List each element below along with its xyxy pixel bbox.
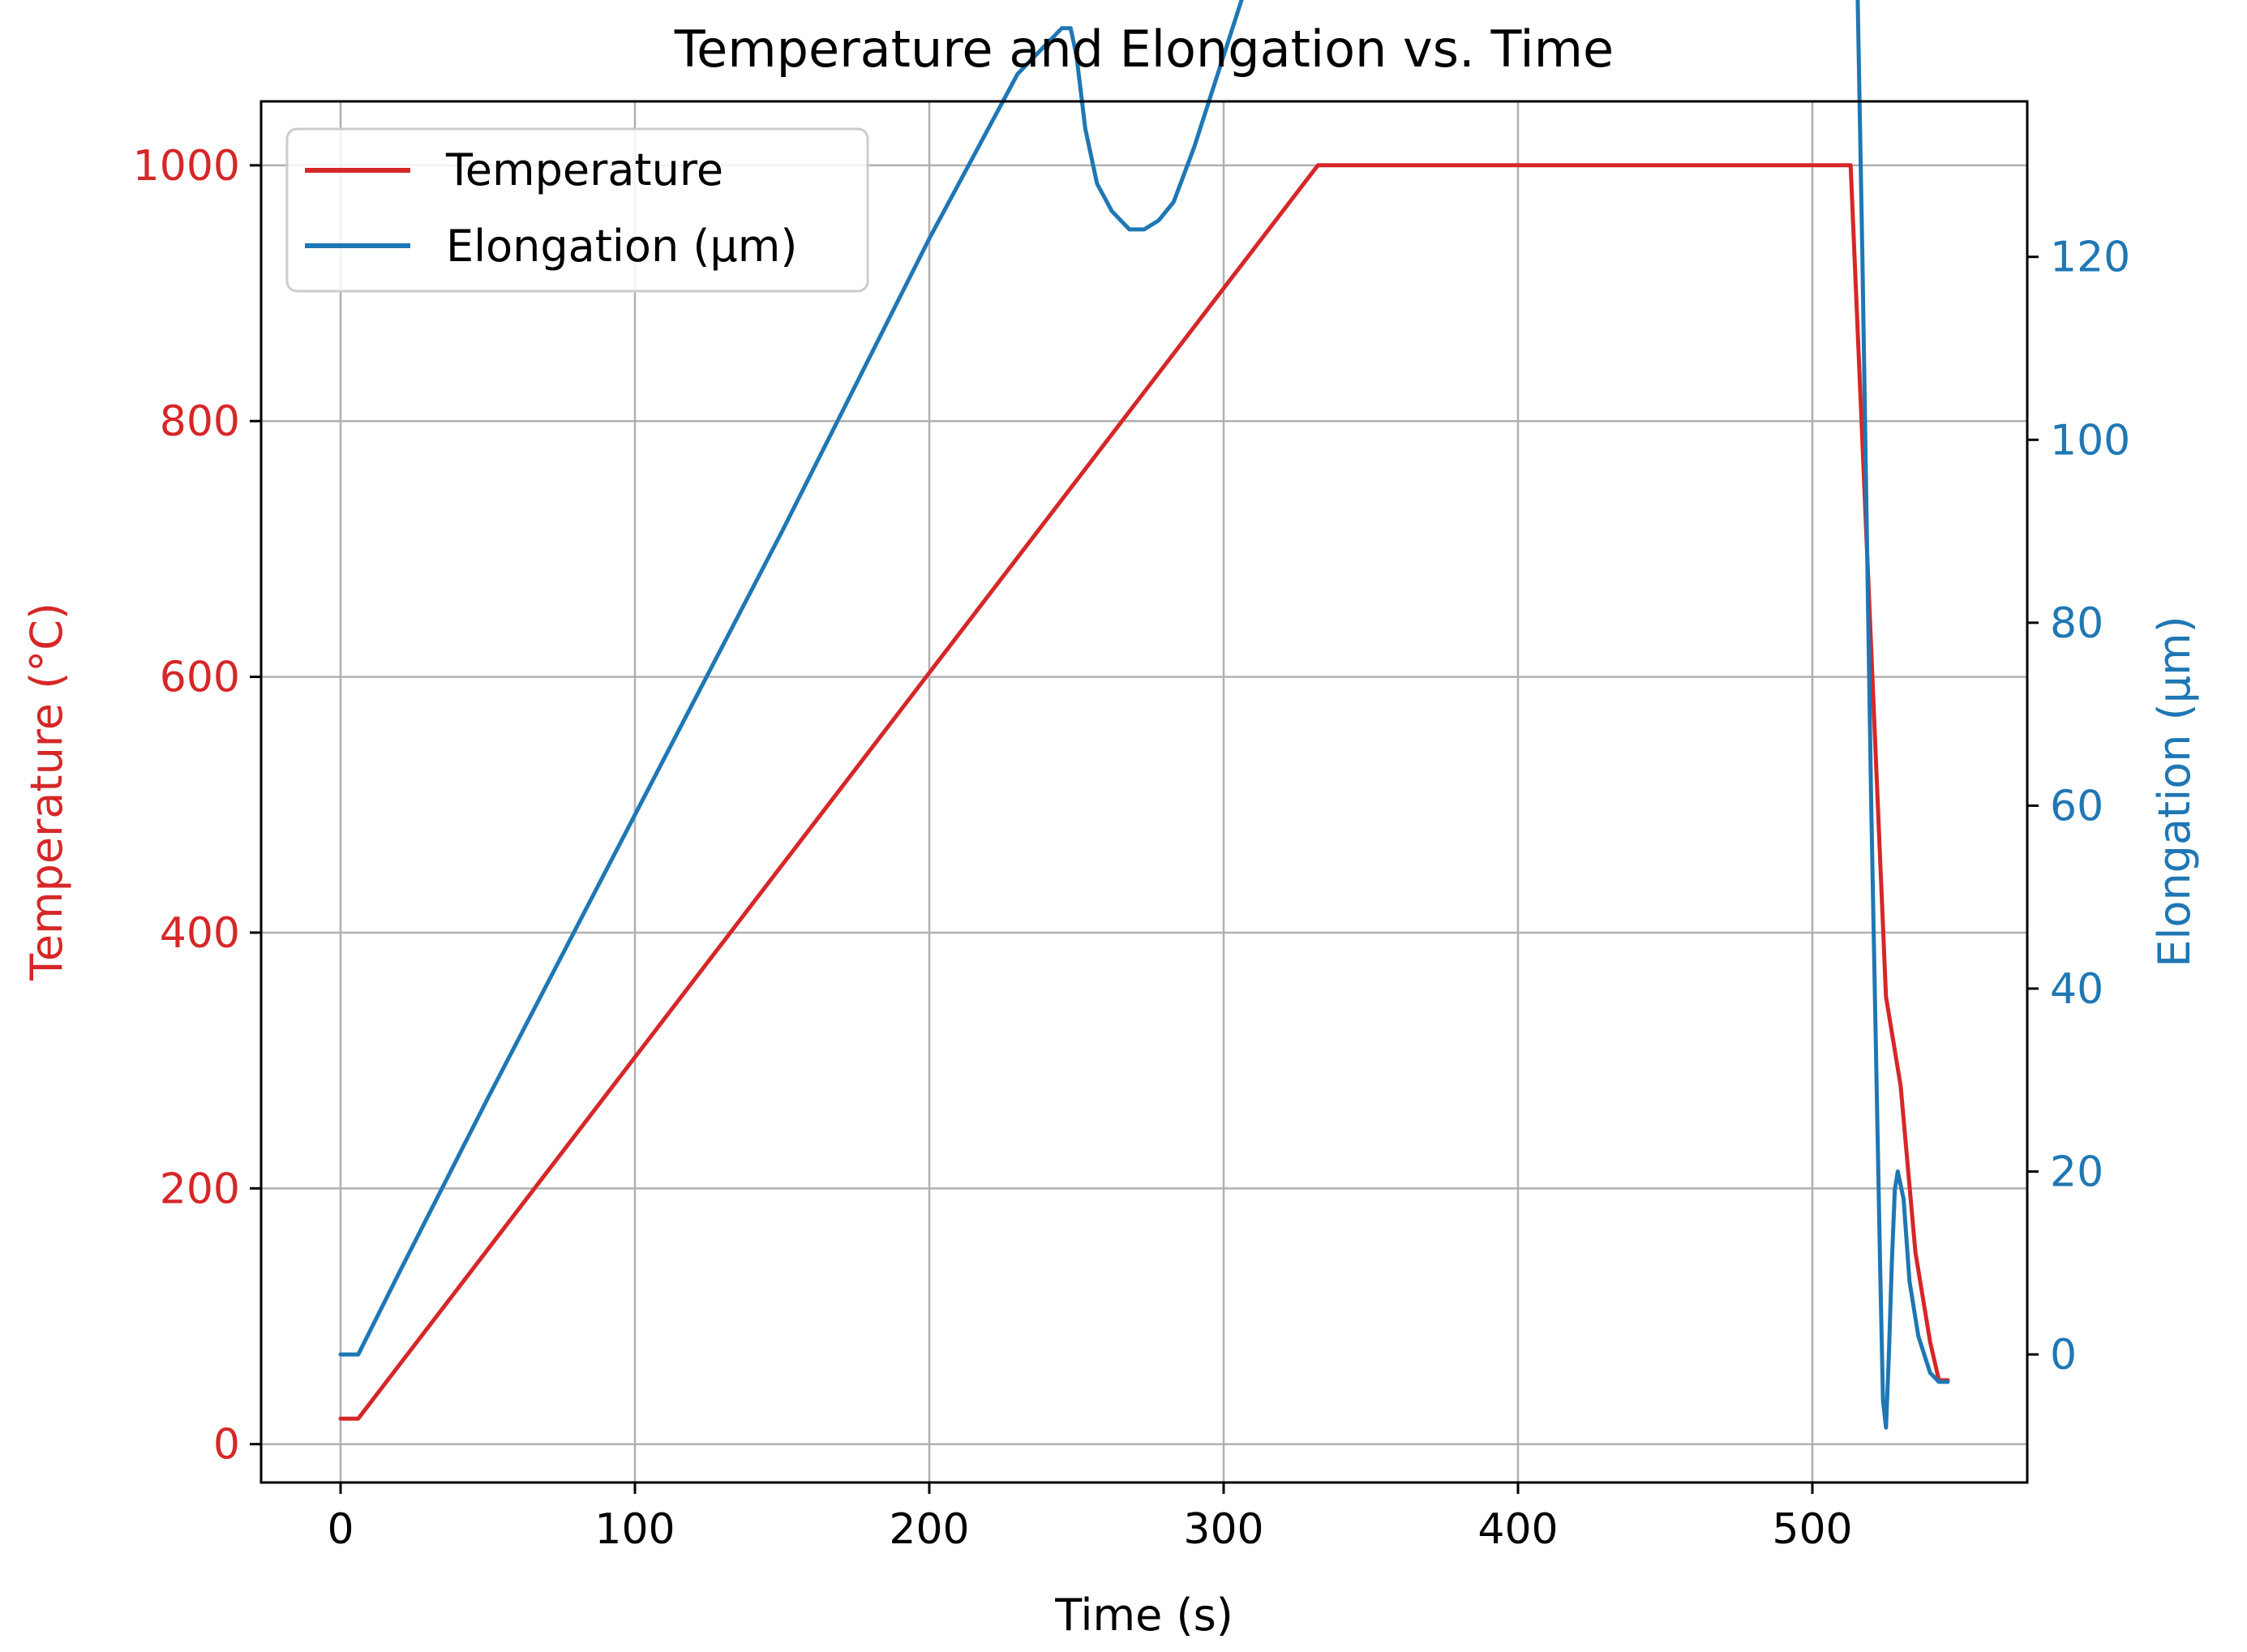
x-tick-label: 0 (327, 1505, 354, 1554)
x-tick-label: 500 (1772, 1505, 1852, 1554)
y-right-tick-label: 120 (2050, 234, 2130, 282)
y-axis-label-right: Elongation (µm) (2149, 616, 2200, 967)
x-axis-label: Time (s) (1054, 1590, 1233, 1641)
elongation-series-line (338, 0, 1950, 1430)
y-right-tick-label: 40 (2050, 965, 2103, 1014)
y-right-tick-label: 80 (2050, 599, 2103, 648)
plot-frame (259, 100, 2029, 1484)
y-right-tick-label: 0 (2050, 1331, 2077, 1380)
x-tick-label: 400 (1477, 1505, 1558, 1554)
grid (261, 101, 2027, 1483)
y-right-tick-label: 100 (2050, 416, 2130, 465)
x-tick-label: 100 (594, 1505, 675, 1554)
series-layer (338, 0, 1950, 1430)
chart-title: Temperature and Elongation vs. Time (674, 19, 1614, 79)
y-left-tick-label: 800 (160, 397, 240, 446)
x-tick-label: 300 (1183, 1505, 1263, 1554)
y-left-tick-label: 600 (160, 654, 240, 702)
y-right-tick-label: 20 (2050, 1148, 2103, 1197)
legend: Temperature Elongation (µm) (285, 127, 869, 293)
temperature-series-line (338, 163, 1950, 1421)
legend-label-elongation: Elongation (µm) (446, 221, 797, 272)
y-left-tick-label: 200 (160, 1165, 240, 1213)
y-right-tick-label: 60 (2050, 782, 2103, 830)
x-tick-label: 200 (889, 1505, 969, 1554)
y-axis-label-left: Temperature (°C) (21, 603, 72, 981)
ticks: 0 100 200 300 400 500 0 200 400 600 800 1000 0 20 40 60… (133, 142, 2131, 1554)
legend-box (285, 127, 869, 293)
y-left-tick-label: 1000 (133, 142, 240, 191)
y-left-tick-label: 400 (160, 909, 240, 958)
legend-label-temperature: Temperature (445, 144, 723, 195)
y-left-tick-label: 0 (213, 1421, 240, 1470)
